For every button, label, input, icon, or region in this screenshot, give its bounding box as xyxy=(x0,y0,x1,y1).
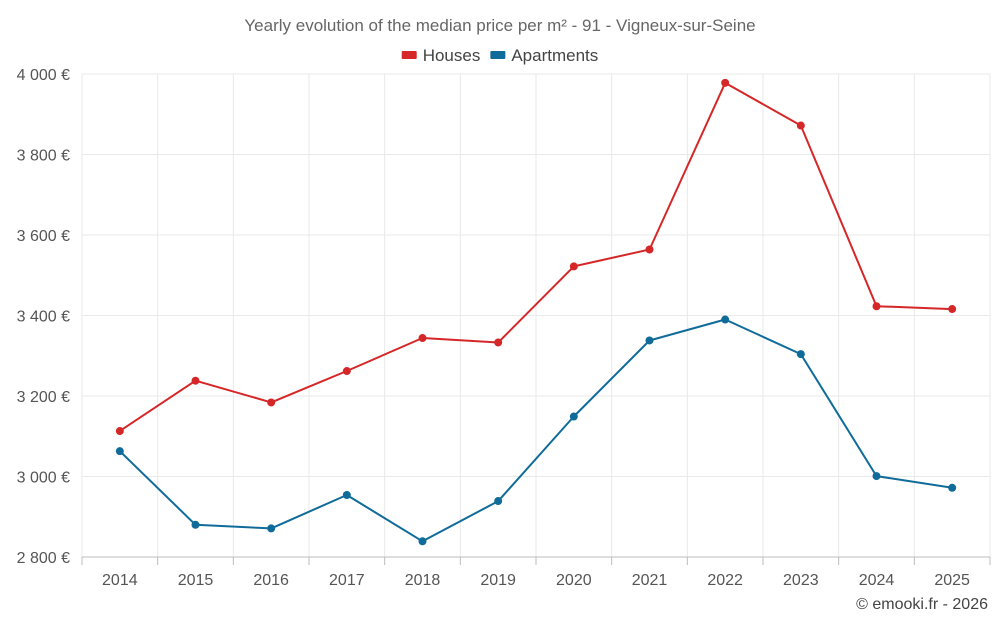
legend-label: Houses xyxy=(423,46,481,65)
y-tick-label: 3 000 € xyxy=(17,470,70,487)
x-tick-label: 2025 xyxy=(934,572,970,589)
data-point-apartments[interactable] xyxy=(569,412,578,421)
x-tick-label: 2020 xyxy=(556,572,592,589)
data-point-apartments[interactable] xyxy=(494,497,503,506)
credit-text: © emooki.fr - 2026 xyxy=(856,596,988,613)
x-tick-label: 2024 xyxy=(859,572,895,589)
y-tick-label: 3 200 € xyxy=(17,389,70,406)
data-point-houses[interactable] xyxy=(948,305,957,314)
data-point-apartments[interactable] xyxy=(872,472,881,481)
data-point-houses[interactable] xyxy=(115,427,124,436)
y-tick-label: 3 400 € xyxy=(17,309,70,326)
x-tick-label: 2015 xyxy=(178,572,214,589)
y-tick-label: 4 000 € xyxy=(17,67,70,84)
x-axis: 2014 2015 2016 2017 2018 2019 2020 2021 2022 2023… xyxy=(81,556,991,589)
data-point-houses[interactable] xyxy=(796,121,805,130)
x-tick-label: 2019 xyxy=(480,572,516,589)
data-point-houses[interactable] xyxy=(569,262,578,271)
data-point-apartments[interactable] xyxy=(115,447,124,456)
x-tick-label: 2022 xyxy=(707,572,743,589)
legend-item-apartments[interactable]: Apartments xyxy=(490,46,598,65)
y-tick-label: 3 800 € xyxy=(17,148,70,165)
data-point-apartments[interactable] xyxy=(418,537,427,546)
data-point-apartments[interactable] xyxy=(267,524,276,533)
chart-title: Yearly evolution of the median price per… xyxy=(244,16,755,35)
x-tick-label: 2016 xyxy=(253,572,289,589)
data-point-houses[interactable] xyxy=(721,78,730,87)
x-tick-label: 2014 xyxy=(102,572,138,589)
series-line-apartments xyxy=(119,318,953,543)
data-point-houses[interactable] xyxy=(267,398,276,407)
x-tick-label: 2023 xyxy=(783,572,819,589)
data-point-apartments[interactable] xyxy=(191,520,200,529)
data-point-houses[interactable] xyxy=(494,338,503,347)
gridlines xyxy=(81,73,991,557)
data-point-apartments[interactable] xyxy=(645,336,654,345)
data-point-apartments[interactable] xyxy=(796,350,805,359)
x-tick-label: 2018 xyxy=(405,572,441,589)
x-tick-label: 2017 xyxy=(329,572,365,589)
data-point-houses[interactable] xyxy=(191,376,200,385)
data-point-houses[interactable] xyxy=(418,334,427,343)
series-group xyxy=(115,78,957,546)
data-point-apartments[interactable] xyxy=(948,483,957,492)
data-point-houses[interactable] xyxy=(342,367,351,376)
legend-swatch xyxy=(401,51,417,59)
legend-swatch xyxy=(490,51,506,59)
y-axis: 2 800 € 3 000 € 3 200 € 3 400 € 3 600 € 3 800… xyxy=(17,67,70,567)
series-line-houses xyxy=(119,81,953,432)
data-point-apartments[interactable] xyxy=(342,491,351,500)
legend-item-houses[interactable]: Houses xyxy=(401,46,481,65)
legend: Houses Apartments xyxy=(401,46,598,65)
legend-label: Apartments xyxy=(511,46,598,65)
y-tick-label: 3 600 € xyxy=(17,228,70,245)
y-tick-label: 2 800 € xyxy=(17,550,70,567)
data-point-houses[interactable] xyxy=(645,245,654,254)
data-point-apartments[interactable] xyxy=(721,315,730,324)
data-point-houses[interactable] xyxy=(872,302,881,311)
x-tick-label: 2021 xyxy=(632,572,668,589)
